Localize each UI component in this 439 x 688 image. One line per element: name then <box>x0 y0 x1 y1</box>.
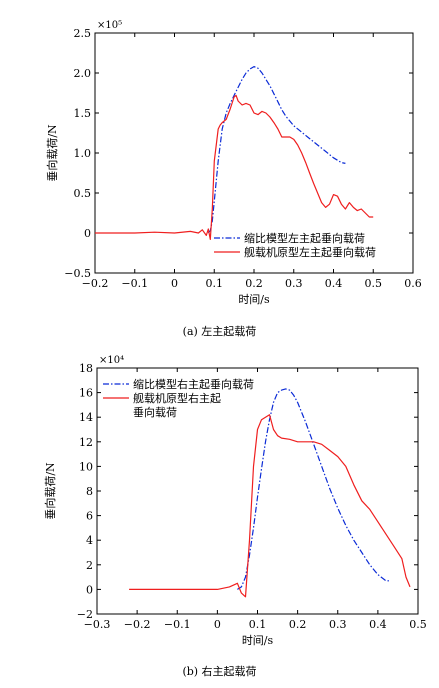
y-tick-label: 1.5 <box>74 107 92 120</box>
y-multiplier: ×10⁵ <box>97 20 122 31</box>
y-tick-label: 6 <box>86 510 93 523</box>
legend-label: 舰载机原型左主起垂向载荷 <box>244 245 376 259</box>
chart-panel-a: −0.2 −0.1 0 0.1 0.2 0.3 0.4 0.5 0.6 −0.5 0 0.5 1.0 1.… <box>45 20 422 338</box>
chart-b-caption: (b) 右主起载荷 <box>182 665 257 678</box>
x-tick-label: −0.1 <box>164 618 191 631</box>
y-tick-label: −2 <box>77 608 93 621</box>
series-line-prototype <box>95 94 374 240</box>
x-tick-label: 0 <box>171 277 178 290</box>
x-tick-label: 0.1 <box>249 618 267 631</box>
y-tick-label: 4 <box>86 534 93 547</box>
y-tick-label: 8 <box>86 485 93 498</box>
x-axis-label: 时间/s <box>238 293 270 306</box>
y-tick-label: 18 <box>79 362 93 375</box>
series-line-prototype <box>129 414 411 598</box>
y-tick-label: 16 <box>79 387 93 400</box>
x-tick-label: −0.2 <box>124 618 151 631</box>
x-tick-label: −0.3 <box>84 618 111 631</box>
y-axis-label: 垂向载荷/N <box>43 462 57 520</box>
x-tick-label: 0 <box>214 618 221 631</box>
legend-label: 缩比模型右主起垂向载荷 <box>133 377 254 391</box>
x-tick-label: 0.2 <box>245 277 263 290</box>
x-tick-label: 0.4 <box>325 277 343 290</box>
x-tick-label: 0.1 <box>206 277 224 290</box>
x-tick-label: 0.2 <box>289 618 307 631</box>
series-line-scale-model <box>207 65 346 234</box>
x-tick-label: 0.6 <box>404 277 422 290</box>
chart-a-caption: (a) 左主起载荷 <box>182 325 257 338</box>
y-tick-label: 0 <box>86 583 93 596</box>
chart-panel-b: −0.3 −0.2 −0.1 0 0.1 0.2 0.3 0.4 0.5 −2 0 2 4 6 8 10 12 1… <box>0 345 439 688</box>
legend-label: 缩比模型左主起垂向载荷 <box>244 231 365 245</box>
x-axis-label: 时间/s <box>242 634 274 647</box>
x-tick-label: 0.5 <box>365 277 383 290</box>
x-tick-label: −0.2 <box>82 277 109 290</box>
series-line-scale-model <box>237 388 390 590</box>
x-tick-label: 0.3 <box>285 277 303 290</box>
x-tick-label: 0.4 <box>369 618 387 631</box>
y-tick-label: 2.0 <box>74 67 92 80</box>
y-tick-label: 1.0 <box>74 147 92 160</box>
y-axis-label: 垂向载荷/N <box>45 124 59 182</box>
y-tick-label: 0.5 <box>74 187 92 200</box>
x-tick-label: 0.5 <box>409 618 427 631</box>
y-tick-label: 0 <box>84 227 91 240</box>
chart-a: −0.2 −0.1 0 0.1 0.2 0.3 0.4 0.5 0.6 −0.5 0 0.5 1.0 1.… <box>45 20 422 306</box>
chart-b: −0.3 −0.2 −0.1 0 0.1 0.2 0.3 0.4 0.5 −2 0 2 4 6 8 10 12 1… <box>43 355 427 647</box>
y-tick-label: 2 <box>86 559 93 572</box>
y-tick-label: 2.5 <box>74 27 92 40</box>
y-tick-label: 10 <box>79 460 93 473</box>
y-tick-label: −0.5 <box>64 267 91 280</box>
legend-label: 舰载机原型右主起垂向载荷 <box>133 391 221 419</box>
x-tick-label: −0.1 <box>121 277 148 290</box>
y-multiplier: ×10⁴ <box>99 355 124 366</box>
y-tick-label: 12 <box>79 436 93 449</box>
y-tick-label: 14 <box>79 411 93 424</box>
legend-label-line: 舰载机原型右主起 <box>133 391 221 405</box>
x-tick-label: 0.3 <box>329 618 347 631</box>
legend-label-line: 垂向载荷 <box>133 405 177 419</box>
